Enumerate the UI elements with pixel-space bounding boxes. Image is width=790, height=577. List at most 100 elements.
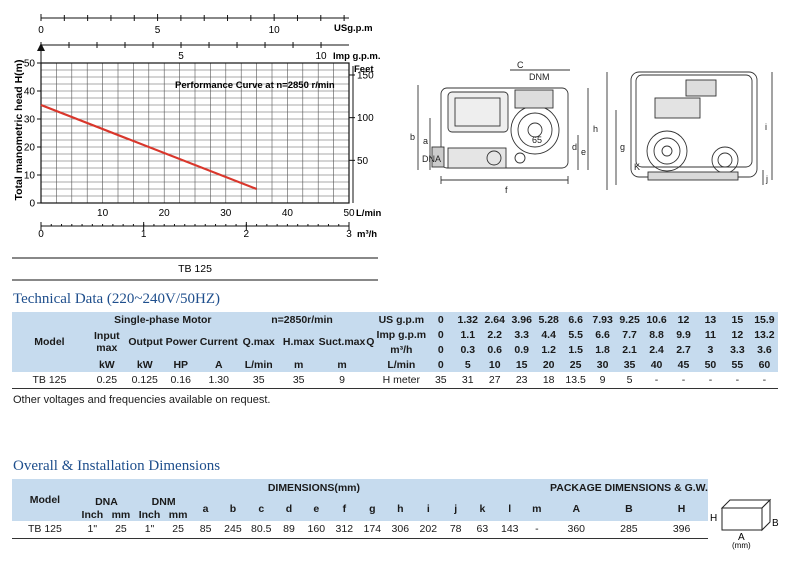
input-kw-value: 0.25 [96, 373, 118, 386]
usgpm-tick-label: 10 [269, 25, 281, 36]
lmin-value: 15 [515, 358, 528, 371]
dim-letter: b [229, 502, 237, 515]
h-value: - [762, 373, 767, 386]
dim-letter: h [397, 502, 404, 515]
qmax-header: Q.max [242, 336, 275, 348]
hmax-value: 35 [292, 373, 305, 386]
y-tick-label: 30 [24, 115, 36, 126]
m3h-value: 3.6 [757, 343, 772, 356]
dim-letter: k [479, 502, 486, 515]
usgpm-value: 5.28 [538, 313, 559, 326]
usgpm-value: 10.6 [646, 313, 667, 326]
lmin-value: 5 [464, 358, 471, 371]
impgpm-value: 8.8 [649, 328, 664, 341]
usgpm-value: 12 [677, 313, 690, 326]
y-tick-label: 50 [24, 59, 36, 70]
m3h-label: m³/h [357, 229, 377, 240]
dim-label-j: j [765, 174, 768, 184]
lmin-value: 20 [542, 358, 555, 371]
flow-row-label: US g.p.m [378, 313, 425, 326]
m3h-value: 1.5 [568, 343, 583, 356]
dim-letter: f [342, 502, 347, 515]
flow-row-label: L/min [387, 358, 416, 371]
table-row: TB 125 0.25 0.125 0.16 1.30 35 35 9 H me… [12, 372, 778, 388]
dim-letter: i [426, 502, 430, 515]
kw-unit: kW [136, 358, 153, 371]
m3h-value: 2.7 [676, 343, 691, 356]
impgpm-tick-label: 10 [315, 51, 327, 62]
output-hp-value: 0.16 [170, 373, 191, 386]
hmeter-label: H meter [382, 373, 420, 386]
hmax-header: H.max [282, 336, 315, 348]
h-value: - [654, 373, 659, 386]
model-value: TB 125 [32, 373, 67, 386]
dnm-header: DNM [151, 496, 176, 508]
impgpm-value: 0 [437, 328, 444, 341]
dnm-mm-value: 25 [172, 523, 184, 536]
table-row: TB 125 1" 25 1" 25 85 245 80.5 89 160 31… [12, 521, 708, 538]
usgpm-value: 1.32 [457, 313, 478, 326]
motor-header: Single-phase Motor [114, 313, 212, 326]
mm-unit: mm [111, 508, 131, 521]
pkg-value: 285 [620, 523, 638, 536]
h-value: 31 [461, 373, 474, 386]
dim-value: 160 [307, 523, 326, 536]
dim-letter: j [454, 502, 458, 515]
dim-letter: e [313, 502, 320, 515]
kw-unit: kW [98, 358, 115, 371]
dim-label-f: f [505, 185, 508, 195]
usgpm-value: 2.64 [484, 313, 505, 326]
lmin-unit: L/min [244, 358, 273, 371]
dim-label-i: i [765, 122, 767, 132]
h-value: 23 [515, 373, 528, 386]
dim-label-dna: DNA [422, 154, 441, 164]
col-model: Model [29, 494, 61, 506]
dim-label-b: b [410, 132, 415, 142]
h-value: - [735, 373, 740, 386]
hp-unit: HP [173, 358, 189, 371]
performance-curve [40, 103, 257, 191]
chart-title: Performance Curve at n=2850 r/min [175, 80, 335, 91]
feet-tick-label: 150 [357, 70, 374, 81]
lmin-value: 10 [488, 358, 501, 371]
m3h-value: 0 [437, 343, 444, 356]
y-tick-label: 20 [24, 143, 36, 154]
dim-value: 312 [335, 523, 354, 536]
dim-value: 306 [391, 523, 410, 536]
impgpm-value: 11 [704, 328, 716, 341]
pump-dimension-drawing: C DNM 65 b a DNA d e f h g i j K [410, 60, 773, 195]
dim-letter: a [202, 502, 209, 515]
input-label: Input [93, 330, 120, 342]
mm-unit: mm [168, 508, 188, 521]
feet-tick-label: 50 [357, 156, 369, 167]
dim-label-65: 65 [532, 135, 542, 145]
current-header: Current [199, 336, 238, 348]
m3h-value: 2.1 [622, 343, 637, 356]
y-tick-label: 40 [24, 87, 36, 98]
dim-value: 89 [283, 523, 295, 536]
m3h-value: 2.4 [649, 343, 664, 356]
m-unit: m [294, 358, 304, 371]
lmin-value: 45 [677, 358, 690, 371]
impgpm-value: 5.5 [568, 328, 583, 341]
impgpm-tick-label: 5 [178, 51, 184, 62]
h-value: - [708, 373, 713, 386]
dim-label-k: K [634, 162, 640, 172]
m3h-tick-label: 3 [346, 229, 352, 240]
inch-unit: Inch [138, 508, 161, 521]
lmin-value: 35 [623, 358, 636, 371]
dna-mm-value: 25 [115, 523, 127, 536]
dim-value: 245 [224, 523, 242, 536]
x-tick-label: 20 [159, 208, 171, 219]
col-model: Model [34, 336, 65, 348]
m3h-value: 0.6 [487, 343, 503, 356]
impgpm-value: 2.2 [487, 328, 503, 341]
h-value: - [681, 373, 686, 386]
dna-inch-value: 1" [87, 523, 98, 536]
dim-letter: d [285, 502, 293, 515]
m3h-value: 0.9 [514, 343, 529, 356]
package-header: PACKAGE DIMENSIONS & G.W. [550, 481, 708, 494]
amp-unit: A [214, 358, 223, 371]
lmin-value: 60 [758, 358, 771, 371]
dnm-inch-value: 1" [144, 523, 155, 536]
